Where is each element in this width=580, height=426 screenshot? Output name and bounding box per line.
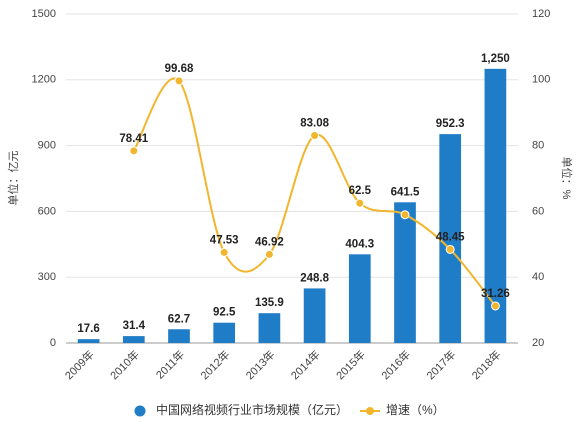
line (132, 77, 497, 307)
bar-value-label: 31.4 (123, 320, 146, 332)
x-tick-label: 2017年 (423, 347, 458, 382)
y2-tick-label: 80 (532, 140, 544, 152)
bar-value-label: 1,250 (481, 53, 510, 65)
line-point (174, 76, 184, 86)
bar-value-label: 404.3 (345, 238, 374, 250)
x-tick-label: 2016年 (378, 347, 413, 382)
bar-value-label: 62.7 (168, 313, 190, 325)
bar (348, 254, 371, 343)
x-tick-label: 2011年 (153, 347, 187, 381)
legend-swatch (134, 405, 146, 417)
bar-value-label: 92.5 (213, 307, 236, 319)
y2-tick-label: 40 (532, 271, 544, 283)
line-point (264, 249, 274, 259)
line-point (129, 146, 139, 156)
line-value-label: 47.53 (210, 234, 239, 246)
line-point (445, 244, 455, 254)
y2-tick-label: 60 (532, 205, 544, 217)
bar (439, 134, 462, 343)
bar-value-label: 248.8 (300, 272, 329, 284)
y2-tick-label: 120 (532, 8, 550, 20)
legend-label: 中国网络视频行业市场规模（亿元） (156, 402, 348, 417)
bar (122, 336, 145, 343)
y-tick-label: 600 (38, 205, 56, 217)
bar (213, 322, 236, 343)
bar (303, 288, 326, 343)
x-tick-label: 2012年 (197, 347, 232, 382)
bar (258, 313, 281, 343)
y2-tick-label: 100 (532, 74, 550, 86)
line-value-label: 31.26 (481, 288, 510, 300)
y-tick-label: 1200 (32, 74, 56, 86)
line-point (219, 247, 229, 257)
bar-value-label: 135.9 (255, 297, 284, 309)
line-point (490, 301, 500, 311)
bar (77, 339, 100, 343)
y-tick-label: 900 (38, 140, 56, 152)
line-value-label: 83.08 (300, 117, 329, 129)
y2-axis-label: 单位：% (560, 157, 574, 200)
line-value-label: 46.92 (255, 236, 284, 248)
bar (168, 329, 190, 343)
line-value-label: 62.5 (349, 185, 372, 197)
bar (394, 202, 416, 343)
line-value-label: 99.68 (165, 63, 194, 75)
y-tick-label: 300 (38, 271, 56, 283)
legend-swatch (366, 407, 374, 415)
bar-value-label: 641.5 (391, 186, 420, 198)
x-tick-label: 2013年 (243, 347, 278, 382)
x-tick-label: 2010年 (107, 347, 142, 382)
y2-tick-label: 20 (532, 337, 544, 349)
line-point (310, 130, 320, 140)
line-point (400, 210, 410, 220)
y-tick-label: 1500 (32, 8, 56, 20)
x-tick-label: 2015年 (333, 347, 368, 382)
y-tick-label: 0 (50, 337, 56, 349)
bar (484, 68, 507, 343)
bar-value-label: 17.6 (77, 323, 99, 335)
x-tick-label: 2014年 (288, 347, 323, 382)
x-tick-label: 2018年 (469, 347, 504, 382)
line-value-label: 48.45 (436, 231, 465, 243)
x-tick-label: 2009年 (62, 347, 97, 382)
bar-value-label: 952.3 (436, 118, 465, 130)
line-value-label: 78.41 (119, 133, 148, 145)
y-axis-label: 单位：亿元 (6, 151, 20, 206)
legend-label: 增速（%） (386, 403, 445, 417)
line-point (355, 198, 365, 208)
